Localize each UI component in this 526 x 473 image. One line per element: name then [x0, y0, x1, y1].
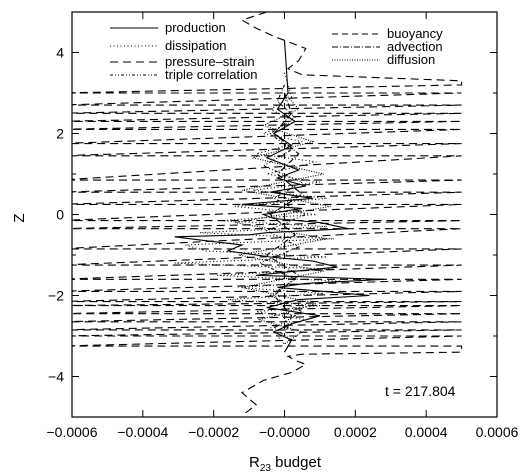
series-line-pressure-strain [72, 12, 463, 414]
legend-label: dissipation [165, 38, 226, 53]
x-axis-label-rest: budget [271, 454, 322, 471]
axes-group: −0.0006 −0.0004 −0.0002 −0.0000 0.0002 0.0004… [47, 11, 519, 440]
y-tick-label: −2 [48, 288, 64, 304]
y-tick-label: 0 [56, 207, 64, 223]
legend-label: buoyancy [387, 26, 443, 41]
y-tick-label: 2 [56, 126, 64, 142]
y-axis-label: Z [11, 213, 28, 222]
x-axis-label: R23 budget [249, 454, 322, 473]
series-lines [72, 12, 463, 414]
legend-label: pressure–strain [165, 54, 255, 69]
x-tick-label: −0.0006 [47, 424, 98, 440]
x-axis-label-subscript: 23 [260, 463, 272, 473]
legend-label: triple correlation [165, 67, 258, 82]
legend-label: diffusion [387, 52, 435, 67]
x-tick-label: 0.0004 [405, 424, 448, 440]
series-line-diffusion [234, 92, 331, 345]
x-tick-label: 0.0006 [476, 424, 519, 440]
y-tick-label: 4 [56, 45, 64, 61]
x-tick-label: −0.0002 [188, 424, 239, 440]
x-tick-label: −0.0004 [117, 424, 168, 440]
x-tick-label: −0.0000 [259, 424, 310, 440]
legend-label: production [165, 20, 226, 35]
y-tick-label: −4 [48, 369, 64, 385]
series-line-advection [265, 92, 304, 337]
series-line-triple-correlation [258, 84, 308, 353]
legend: production dissipationpressure–straintrip… [110, 20, 443, 82]
x-tick-label: 0.0002 [334, 424, 377, 440]
legend-label: advection [387, 39, 443, 54]
x-axis-label-main: R [249, 454, 260, 471]
series-group [72, 12, 463, 414]
time-annotation: t = 217.804 [385, 383, 456, 399]
